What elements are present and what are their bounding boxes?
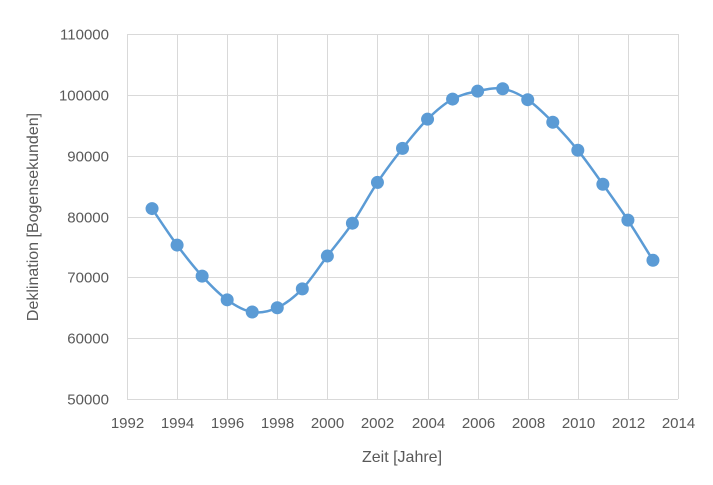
y-tick-label: 90000 — [67, 149, 109, 166]
data-point-2010 — [571, 143, 585, 157]
data-point-1999 — [295, 282, 309, 296]
data-point-2003 — [396, 141, 409, 155]
gridlines — [127, 34, 679, 400]
x-tick-label: 2006 — [462, 415, 495, 432]
y-tick-label: 80000 — [67, 210, 109, 227]
series-layer — [145, 82, 660, 319]
x-tick-label: 2012 — [612, 415, 645, 432]
y-tick-label: 70000 — [67, 270, 109, 287]
data-point-2006 — [471, 84, 485, 98]
y-tick-label: 50000 — [67, 392, 109, 409]
x-tick-label: 1992 — [111, 415, 144, 432]
data-point-1994 — [170, 238, 184, 252]
data-point-2013 — [646, 253, 660, 267]
x-tick-labels: 1992 1994 1996 1998 2000 2002 2004 2006 2008 2010… — [111, 415, 695, 432]
x-axis-title: Zeit [Jahre] — [362, 449, 442, 466]
x-tick-label: 1998 — [261, 415, 294, 432]
data-point-2001 — [345, 216, 359, 230]
data-point-2005 — [446, 92, 460, 106]
y-tick-label: 60000 — [67, 331, 109, 348]
data-point-1997 — [245, 305, 259, 319]
y-tick-label: 110000 — [60, 27, 109, 44]
x-tick-label: 2010 — [562, 415, 595, 432]
data-point-1995 — [195, 269, 209, 283]
data-point-1993 — [145, 202, 159, 216]
y-tick-label: 100000 — [59, 88, 109, 105]
data-point-2012 — [621, 213, 635, 227]
data-point-1996 — [220, 293, 234, 307]
data-point-2000 — [320, 249, 334, 263]
data-point-2002 — [370, 175, 384, 189]
data-point-2008 — [521, 93, 535, 107]
x-tick-label: 1994 — [161, 415, 194, 432]
data-point-1998 — [270, 301, 284, 315]
y-tick-labels: 50000 60000 70000 80000 90000 100000 110000 — [59, 27, 109, 409]
x-tick-label: 2008 — [512, 415, 545, 432]
data-point-2009 — [546, 115, 560, 129]
data-point-2007 — [496, 82, 510, 96]
data-point-2004 — [421, 112, 435, 126]
data-point-2011 — [596, 177, 610, 191]
x-tick-label: 2000 — [311, 415, 344, 432]
x-tick-label: 2014 — [662, 415, 695, 432]
x-tick-label: 2002 — [361, 415, 394, 432]
y-axis-title: Deklination [Bogensekunden] — [25, 113, 42, 321]
x-tick-label: 1996 — [211, 415, 244, 432]
x-tick-label: 2004 — [412, 415, 445, 432]
